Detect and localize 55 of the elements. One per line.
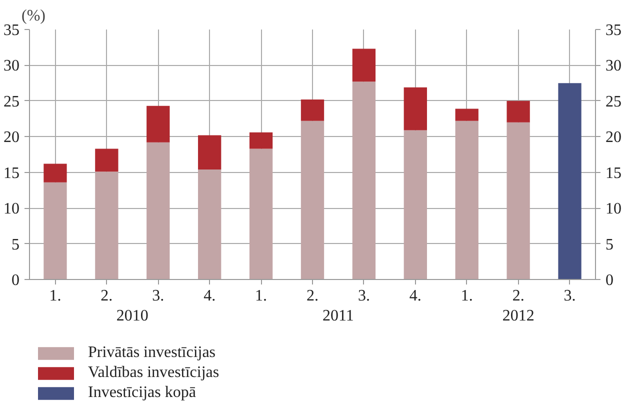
bar (455, 108, 478, 121)
y2-tick-label: 0 (606, 272, 614, 289)
legend-label: Privātās investīcijas (88, 344, 216, 362)
x-tick-label: 3. (152, 288, 164, 304)
bar (404, 87, 427, 130)
bar (300, 120, 324, 280)
bar (352, 48, 376, 82)
y2-tick-label: 25 (606, 93, 622, 110)
text: 2011 (322, 308, 354, 324)
bar (249, 132, 273, 149)
y2-tick-label: 20 (606, 129, 622, 146)
bar (146, 106, 170, 142)
x-tick-label: 1. (255, 288, 268, 304)
bar (146, 142, 170, 280)
x-tick-label: 4. (409, 288, 422, 304)
y-tick-label: 25 (4, 93, 20, 110)
y-tick-label: 20 (4, 129, 20, 146)
bar (95, 172, 118, 280)
x-tick-label: 2. (306, 288, 318, 304)
bar (352, 82, 376, 280)
x-tick-label: 1. (49, 288, 62, 304)
legend-label: Valdības investīcijas (88, 364, 220, 382)
bar (404, 130, 427, 280)
bar (95, 148, 118, 172)
y-axis-title: (%) (22, 8, 46, 24)
bar (198, 135, 222, 170)
bar (44, 182, 67, 280)
bar (506, 100, 530, 122)
y2-tick-label: 10 (606, 200, 622, 218)
y-tick-label: 35 (4, 22, 20, 39)
y2-tick-label: 35 (606, 22, 622, 39)
text: 2010 (116, 308, 148, 324)
bar (558, 83, 582, 280)
y-tick-label: 5 (12, 236, 20, 254)
x-tick-label: 2. (100, 288, 113, 304)
y2-tick-label: 30 (606, 58, 622, 75)
y-tick-label: 30 (4, 58, 20, 75)
y-tick-label: 0 (12, 272, 20, 289)
x-tick-label: 3. (358, 288, 370, 304)
legend-label: Investīcijas kopā (88, 384, 196, 402)
y-tick-label: 10 (4, 200, 20, 218)
x-tick-label: 4. (204, 288, 216, 304)
x-tick-label: 2. (512, 288, 524, 304)
x-tick-label: 3. (564, 288, 576, 304)
y2-tick-label: 15 (606, 164, 622, 182)
text: 2012 (502, 308, 534, 324)
bar (249, 148, 273, 280)
y2-tick-label: 5 (606, 236, 614, 254)
y-tick-label: 15 (4, 164, 20, 182)
bar (506, 122, 530, 280)
bar (300, 100, 324, 121)
bar (198, 170, 222, 280)
x-tick-label: 1. (460, 288, 473, 304)
bar (455, 120, 478, 280)
bar (44, 164, 67, 182)
